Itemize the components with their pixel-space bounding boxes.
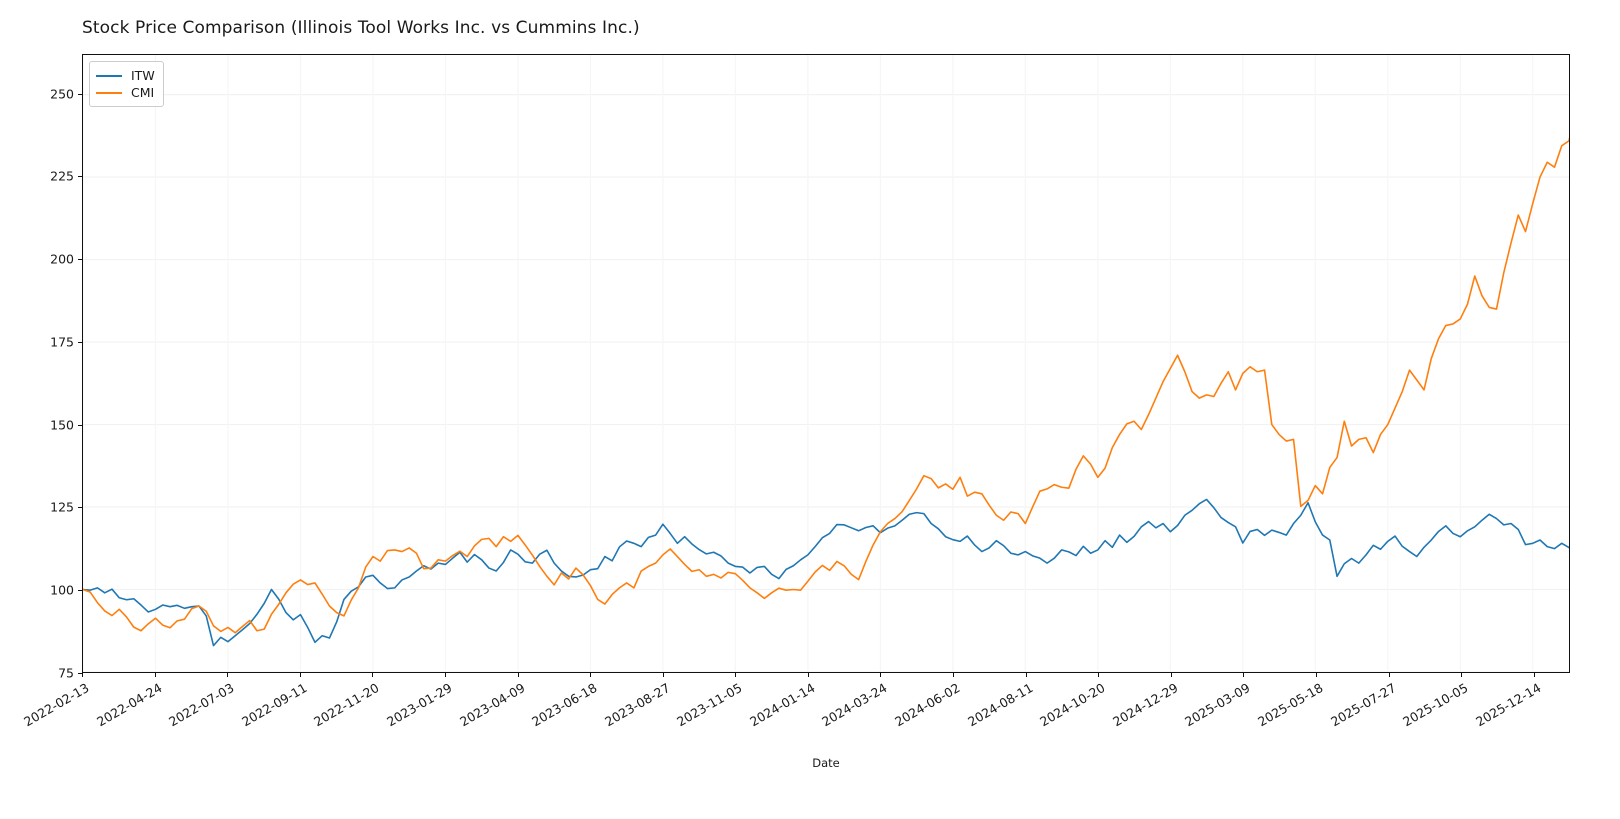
legend-label: CMI xyxy=(131,85,155,100)
x-tick-mark xyxy=(953,673,955,677)
y-tick-mark xyxy=(78,507,82,509)
y-tick-mark xyxy=(78,590,82,592)
y-tick-label: 250 xyxy=(50,86,74,102)
x-tick-mark xyxy=(1170,673,1172,677)
y-tick-mark xyxy=(78,176,82,178)
y-tick-mark xyxy=(78,424,82,426)
grid-lines xyxy=(83,55,1569,672)
x-tick-mark xyxy=(517,673,519,677)
series-line-itw xyxy=(83,498,1569,647)
x-tick-mark xyxy=(154,673,156,677)
x-tick-mark xyxy=(372,673,374,677)
y-tick-mark xyxy=(78,341,82,343)
x-tick-mark xyxy=(444,673,446,677)
y-tick-label: 225 xyxy=(50,168,74,184)
x-tick-mark xyxy=(880,673,882,677)
y-tick-mark xyxy=(78,93,82,95)
x-tick-mark xyxy=(1025,673,1027,677)
legend-item-cmi[interactable]: CMI xyxy=(96,84,155,101)
series-line-cmi xyxy=(83,137,1569,634)
y-tick-label: 175 xyxy=(50,334,74,350)
y-tick-label: 200 xyxy=(50,251,74,267)
x-tick-mark xyxy=(227,673,229,677)
x-tick-mark xyxy=(299,673,301,677)
y-tick-mark xyxy=(78,259,82,261)
legend-swatch-cmi xyxy=(96,91,122,94)
x-tick-mark xyxy=(82,673,83,677)
x-tick-mark xyxy=(1315,673,1317,677)
x-tick-mark xyxy=(807,673,809,677)
x-tick-mark xyxy=(662,673,664,677)
x-tick-mark xyxy=(1388,673,1390,677)
legend-item-itw[interactable]: ITW xyxy=(96,67,155,84)
y-tick-label: 125 xyxy=(50,499,74,515)
plot-area xyxy=(82,54,1570,673)
legend-label: ITW xyxy=(131,68,155,83)
x-tick-label: 2022-02-13 xyxy=(21,680,92,730)
y-tick-mark xyxy=(78,673,82,674)
x-tick-mark xyxy=(590,673,592,677)
chart-legend[interactable]: ITW CMI xyxy=(89,61,164,107)
x-tick-mark xyxy=(1533,673,1535,677)
x-tick-mark xyxy=(1461,673,1463,677)
y-tick-label: 100 xyxy=(50,582,74,598)
x-axis-label: Date xyxy=(812,756,840,770)
series-lines xyxy=(83,137,1569,647)
x-tick-mark xyxy=(1098,673,1100,677)
chart-title: Stock Price Comparison (Illinois Tool Wo… xyxy=(82,18,640,38)
legend-swatch-itw xyxy=(96,74,122,77)
y-tick-label: 150 xyxy=(50,417,74,433)
x-tick-mark xyxy=(1243,673,1245,677)
y-tick-label: 75 xyxy=(58,665,74,681)
x-tick-mark xyxy=(735,673,737,677)
